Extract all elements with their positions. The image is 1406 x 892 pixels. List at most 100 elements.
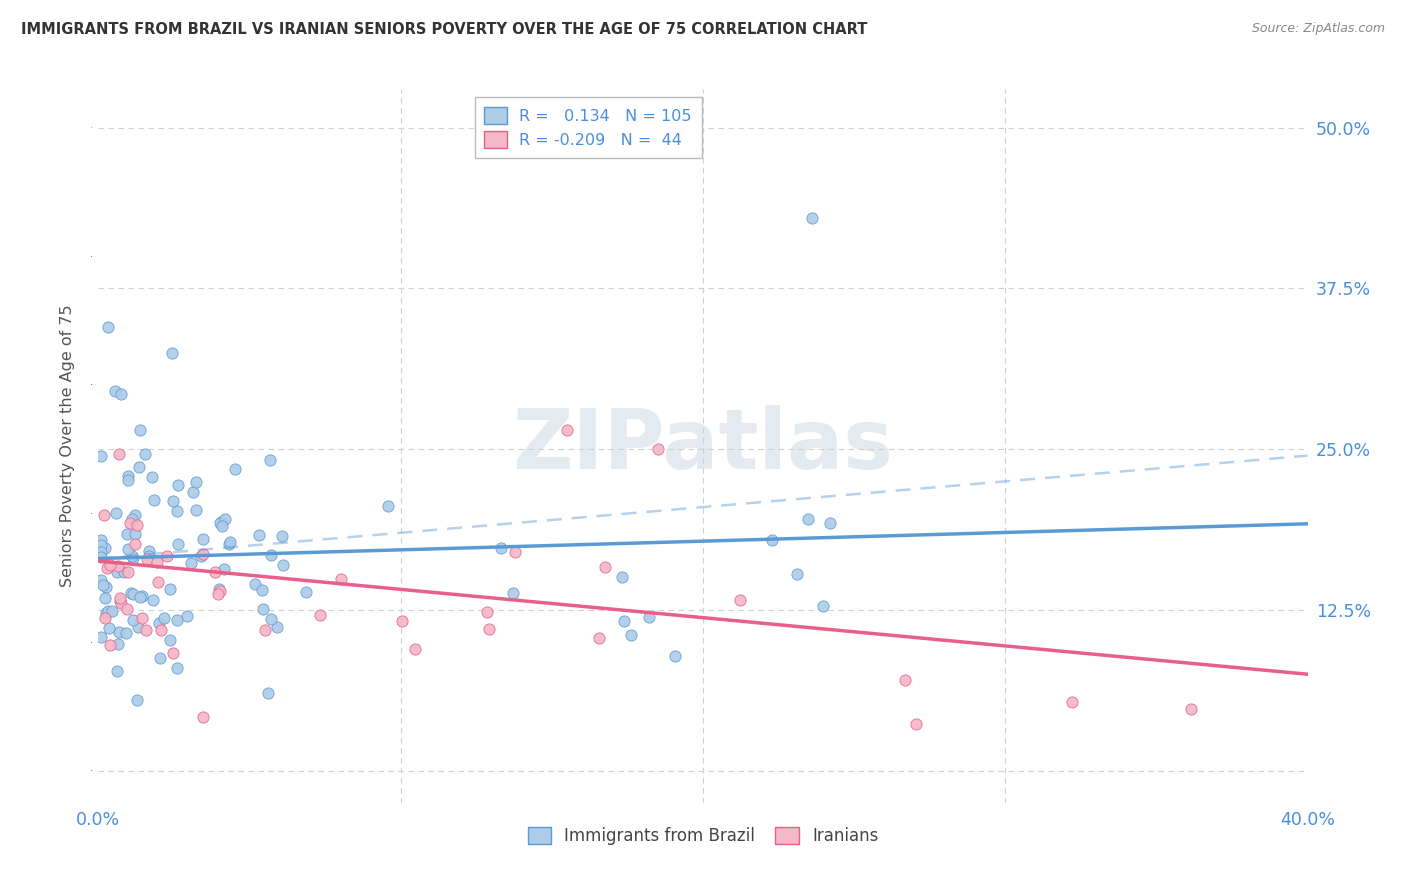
Point [94, 541, 117, 555]
Point [159, 633, 181, 648]
Point [214, 512, 236, 526]
Point [166, 613, 188, 627]
Point [797, 512, 820, 526]
Point [477, 605, 499, 619]
Point [90, 573, 112, 587]
Point [308, 607, 330, 622]
Point [135, 623, 157, 637]
Point [219, 534, 242, 549]
Point [96, 320, 118, 334]
Point [247, 528, 270, 542]
Point [98, 638, 121, 652]
Point [90, 538, 112, 552]
Point [156, 549, 179, 564]
Point [143, 493, 166, 508]
Text: IMMIGRANTS FROM BRAZIL VS IRANIAN SENIORS POVERTY OVER THE AGE OF 75 CORRELATION: IMMIGRANTS FROM BRAZIL VS IRANIAN SENIOR… [21, 22, 868, 37]
Point [90, 533, 112, 547]
Point [218, 537, 240, 551]
Point [271, 558, 294, 573]
Point [142, 592, 165, 607]
Point [166, 504, 188, 518]
Point [295, 585, 318, 599]
Point [107, 448, 129, 462]
Point [107, 637, 129, 651]
Point [252, 602, 274, 616]
Point [391, 614, 413, 628]
Point [120, 586, 142, 600]
Point [893, 673, 915, 687]
Point [555, 423, 578, 437]
Point [122, 613, 145, 627]
Point [647, 442, 669, 457]
Point [224, 461, 246, 475]
Point [110, 596, 132, 610]
Point [191, 548, 214, 562]
Point [167, 537, 190, 551]
Point [250, 583, 273, 598]
Point [1060, 695, 1083, 709]
Point [117, 469, 139, 483]
Point [98, 621, 121, 635]
Point [813, 599, 835, 614]
Point [146, 555, 169, 569]
Point [94, 591, 117, 605]
Point [184, 475, 207, 490]
Point [117, 473, 139, 487]
Point [211, 519, 233, 533]
Point [254, 624, 277, 638]
Point [125, 693, 148, 707]
Point [377, 500, 399, 514]
Point [638, 610, 661, 624]
Point [181, 485, 204, 500]
Point [160, 345, 183, 359]
Point [138, 549, 160, 563]
Point [245, 576, 267, 591]
Point [588, 631, 610, 645]
Point [162, 494, 184, 508]
Point [153, 611, 176, 625]
Point [117, 601, 139, 615]
Point [184, 503, 207, 517]
Point [162, 646, 184, 660]
Point [134, 447, 156, 461]
Point [159, 582, 181, 596]
Point [90, 545, 112, 559]
Point [761, 533, 783, 547]
Point [818, 516, 841, 531]
Point [204, 565, 226, 579]
Point [104, 384, 127, 399]
Point [120, 516, 142, 530]
Point [131, 611, 153, 625]
Point [190, 549, 212, 563]
Point [180, 556, 202, 570]
Point [121, 511, 143, 525]
Point [112, 565, 135, 579]
Point [90, 538, 112, 552]
Point [121, 549, 143, 564]
Point [125, 517, 148, 532]
Point [191, 533, 214, 547]
Point [96, 581, 118, 595]
Point [117, 541, 139, 556]
Point [728, 593, 751, 607]
Point [595, 560, 617, 574]
Point [404, 642, 426, 657]
Point [260, 612, 283, 626]
Point [107, 625, 129, 640]
Point [90, 630, 112, 644]
Point [266, 620, 288, 634]
Point [124, 508, 146, 523]
Point [115, 527, 138, 541]
Point [96, 561, 118, 575]
Point [101, 604, 124, 618]
Point [108, 591, 131, 605]
Point [207, 587, 229, 601]
Point [90, 449, 112, 463]
Point [124, 536, 146, 550]
Point [209, 516, 232, 530]
Point [128, 590, 150, 604]
Point [207, 582, 229, 596]
Point [91, 577, 114, 591]
Point [786, 567, 808, 582]
Legend: Immigrants from Brazil, Iranians: Immigrants from Brazil, Iranians [522, 820, 884, 852]
